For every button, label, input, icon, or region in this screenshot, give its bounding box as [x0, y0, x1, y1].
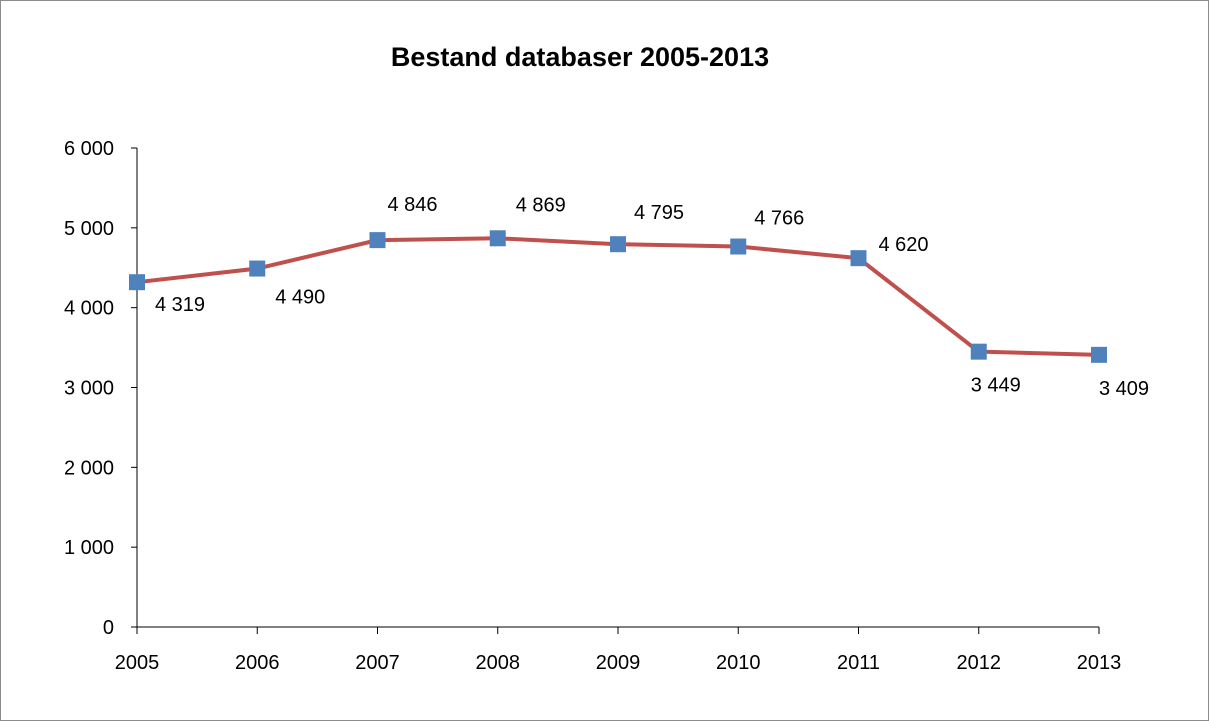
data-labels: 4 319 4 490 4 846 4 869 4 795 4 766 4 620 3 449…: [155, 194, 1149, 400]
data-label: 3 409: [1099, 378, 1149, 400]
x-tick-label: 2006: [235, 652, 280, 674]
x-tick-label: 2011: [837, 652, 880, 674]
chart-title: Bestand databaser 2005-2013: [390, 42, 770, 72]
x-tick-label: 2010: [716, 652, 761, 674]
data-point-marker: [129, 274, 145, 291]
data-label: 4 846: [388, 194, 438, 216]
y-tick-label: 6 000: [64, 138, 114, 160]
y-tick-label: 5 000: [64, 218, 114, 240]
data-point-marker: [489, 230, 506, 247]
x-tick-label: 2008: [476, 652, 521, 674]
x-tick-label: 2007: [355, 652, 400, 674]
x-tick-label: 2005: [115, 652, 160, 674]
data-label: 4 869: [516, 194, 566, 216]
data-label: 4 620: [879, 234, 929, 256]
x-tick-labels: 2005 2006 2007 2008 2009 2010 2011 2012 2013: [115, 652, 1122, 674]
x-tick-label: 2013: [1077, 652, 1122, 674]
data-point-marker: [1091, 346, 1107, 363]
data-point-marker: [369, 232, 386, 249]
axes: [131, 147, 1100, 634]
series: [129, 230, 1107, 363]
data-point-marker: [730, 238, 747, 255]
y-tick-label: 0: [103, 617, 114, 639]
data-label: 4 766: [754, 208, 804, 230]
data-point-marker: [970, 343, 987, 360]
y-tick-label: 2 000: [64, 457, 114, 479]
y-tick-label: 1 000: [64, 537, 114, 559]
y-tick-label: 3 000: [64, 378, 114, 400]
data-label: 4 795: [634, 202, 684, 224]
x-tick-label: 2012: [957, 652, 1002, 674]
y-tick-labels: 0 1 000 2 000 3 000 4 000 5 000 6 000: [64, 138, 114, 639]
x-tick-label: 2009: [596, 652, 641, 674]
y-tick-label: 4 000: [64, 298, 114, 320]
data-label: 4 490: [275, 287, 325, 309]
data-label: 4 319: [155, 294, 205, 316]
data-point-marker: [249, 260, 266, 277]
data-point-marker: [610, 236, 626, 253]
data-point-marker: [850, 250, 867, 267]
data-label: 3 449: [971, 375, 1021, 397]
